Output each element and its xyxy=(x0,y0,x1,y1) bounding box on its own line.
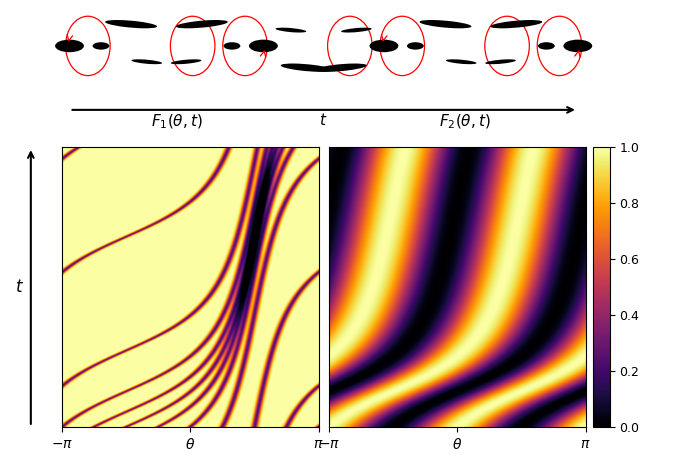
Ellipse shape xyxy=(281,63,333,72)
Text: $F_2(\theta,t)$: $F_2(\theta,t)$ xyxy=(439,112,491,130)
Ellipse shape xyxy=(563,40,593,52)
Ellipse shape xyxy=(55,40,84,52)
Ellipse shape xyxy=(92,42,110,50)
Ellipse shape xyxy=(446,59,477,64)
Text: $F_1(\theta,t)$: $F_1(\theta,t)$ xyxy=(151,112,203,130)
Ellipse shape xyxy=(132,59,162,64)
Ellipse shape xyxy=(341,28,372,32)
Ellipse shape xyxy=(419,20,471,28)
Ellipse shape xyxy=(369,40,399,52)
Text: $t$: $t$ xyxy=(319,112,328,128)
Ellipse shape xyxy=(538,42,555,50)
Ellipse shape xyxy=(171,59,201,64)
Text: $t$: $t$ xyxy=(14,278,24,296)
Ellipse shape xyxy=(407,42,424,50)
Ellipse shape xyxy=(314,63,366,72)
Ellipse shape xyxy=(223,42,240,50)
Ellipse shape xyxy=(249,40,278,52)
Ellipse shape xyxy=(105,20,157,28)
Ellipse shape xyxy=(485,59,516,64)
Ellipse shape xyxy=(176,20,228,28)
Ellipse shape xyxy=(490,20,543,28)
Ellipse shape xyxy=(275,28,306,32)
